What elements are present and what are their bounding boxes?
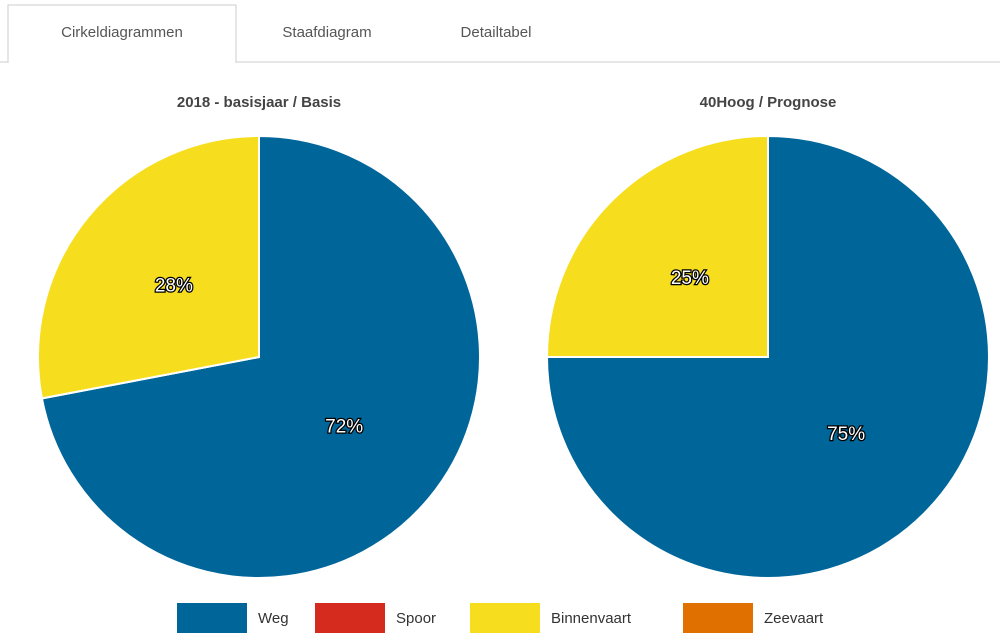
legend-label: Weg xyxy=(258,610,289,627)
data-label: 72% xyxy=(325,416,363,437)
legend-label: Binnenvaart xyxy=(551,610,632,627)
legend-swatch xyxy=(315,603,385,633)
data-label: 25% xyxy=(671,268,709,289)
pie-slice xyxy=(40,134,481,579)
data-label: 28% xyxy=(155,276,193,297)
active-tab-fill xyxy=(9,6,235,64)
legend-label: Zeevaart xyxy=(764,610,824,627)
legend-swatch xyxy=(683,603,753,633)
legend-swatch xyxy=(177,603,247,633)
pie-slice xyxy=(37,134,260,400)
legend-swatch xyxy=(470,603,540,633)
tab[interactable]: Staafdiagram xyxy=(282,24,371,41)
pie-slice xyxy=(545,134,990,579)
data-label: 75% xyxy=(827,424,865,445)
tab[interactable]: Detailtabel xyxy=(461,24,532,41)
legend-label: Spoor xyxy=(396,610,436,627)
pie-slice xyxy=(545,134,769,358)
tab[interactable]: Cirkeldiagrammen xyxy=(61,24,183,41)
chart-title: 2018 - basisjaar / Basis xyxy=(177,94,341,111)
chart-title: 40Hoog / Prognose xyxy=(700,94,837,111)
